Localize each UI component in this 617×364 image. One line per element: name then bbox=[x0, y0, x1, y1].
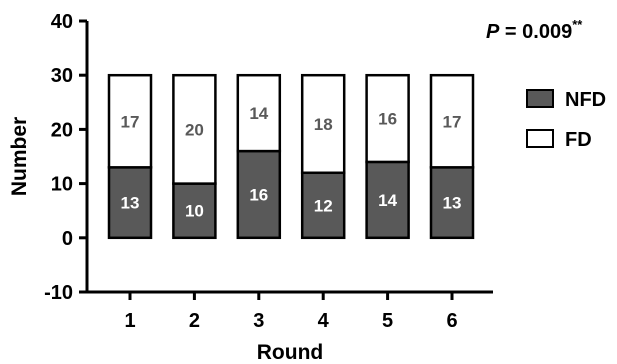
p-value-text: = 0.009 bbox=[499, 21, 572, 43]
fd-value-label: 17 bbox=[121, 112, 140, 131]
fd-value-label: 17 bbox=[443, 112, 462, 131]
y-axis: -10 0 10 20 30 40 bbox=[44, 11, 89, 304]
nfd-legend-label: NFD bbox=[565, 89, 606, 111]
x-tick-label: 4 bbox=[318, 310, 330, 332]
nfd-value-label: 16 bbox=[249, 185, 268, 204]
fd-bar-segment bbox=[236, 73, 282, 153]
nfd-bar-segment bbox=[172, 182, 217, 240]
fd-value-label: 20 bbox=[185, 120, 204, 139]
y-tick-label: 30 bbox=[51, 65, 73, 87]
y-tick-label: 20 bbox=[51, 119, 73, 141]
fd-value-label: 18 bbox=[314, 115, 333, 134]
fd-value-label: 14 bbox=[249, 104, 268, 123]
x-axis-title: Round bbox=[257, 341, 323, 364]
y-tick-label: -10 bbox=[44, 282, 73, 304]
fd-bar-segment bbox=[107, 73, 153, 169]
nfd-value-label: 13 bbox=[121, 194, 140, 213]
p-value-symbol: P bbox=[486, 21, 500, 43]
nfd-value-label: 13 bbox=[443, 194, 462, 213]
fd-legend-swatch bbox=[526, 129, 554, 148]
fd-legend-label: FD bbox=[565, 129, 592, 151]
nfd-value-label: 10 bbox=[185, 202, 204, 221]
bars: 13 17 10 20 16 14 12 18 14 16 13 17 bbox=[107, 73, 475, 240]
y-tick-label: 0 bbox=[62, 228, 73, 250]
nfd-bar-segment bbox=[365, 160, 410, 240]
legend: NFD FD bbox=[526, 89, 606, 151]
fd-bar-segment bbox=[300, 73, 346, 175]
fd-bar-segment bbox=[365, 73, 410, 164]
y-tick-label: 10 bbox=[51, 174, 73, 196]
fd-value-label: 16 bbox=[378, 110, 397, 129]
y-tick-label: 40 bbox=[51, 11, 73, 33]
x-axis: 1 2 3 4 5 6 bbox=[87, 290, 493, 332]
x-tick-label: 3 bbox=[253, 310, 264, 332]
nfd-legend-swatch bbox=[526, 89, 554, 108]
fd-bar-segment bbox=[429, 73, 475, 169]
y-axis-title: Number bbox=[8, 117, 31, 196]
significance-stars: ** bbox=[572, 17, 583, 32]
x-tick-label: 1 bbox=[124, 310, 135, 332]
nfd-bar-segment bbox=[300, 171, 346, 240]
x-tick-label: 5 bbox=[382, 310, 393, 332]
nfd-bar-segment bbox=[236, 149, 282, 240]
x-tick-label: 2 bbox=[189, 310, 200, 332]
x-tick-label: 6 bbox=[446, 310, 457, 332]
fd-bar-segment bbox=[172, 73, 217, 185]
nfd-bar-segment bbox=[107, 166, 153, 240]
nfd-value-label: 12 bbox=[314, 196, 333, 215]
nfd-value-label: 14 bbox=[378, 191, 397, 210]
p-value-annotation: P = 0.009** bbox=[486, 17, 583, 43]
